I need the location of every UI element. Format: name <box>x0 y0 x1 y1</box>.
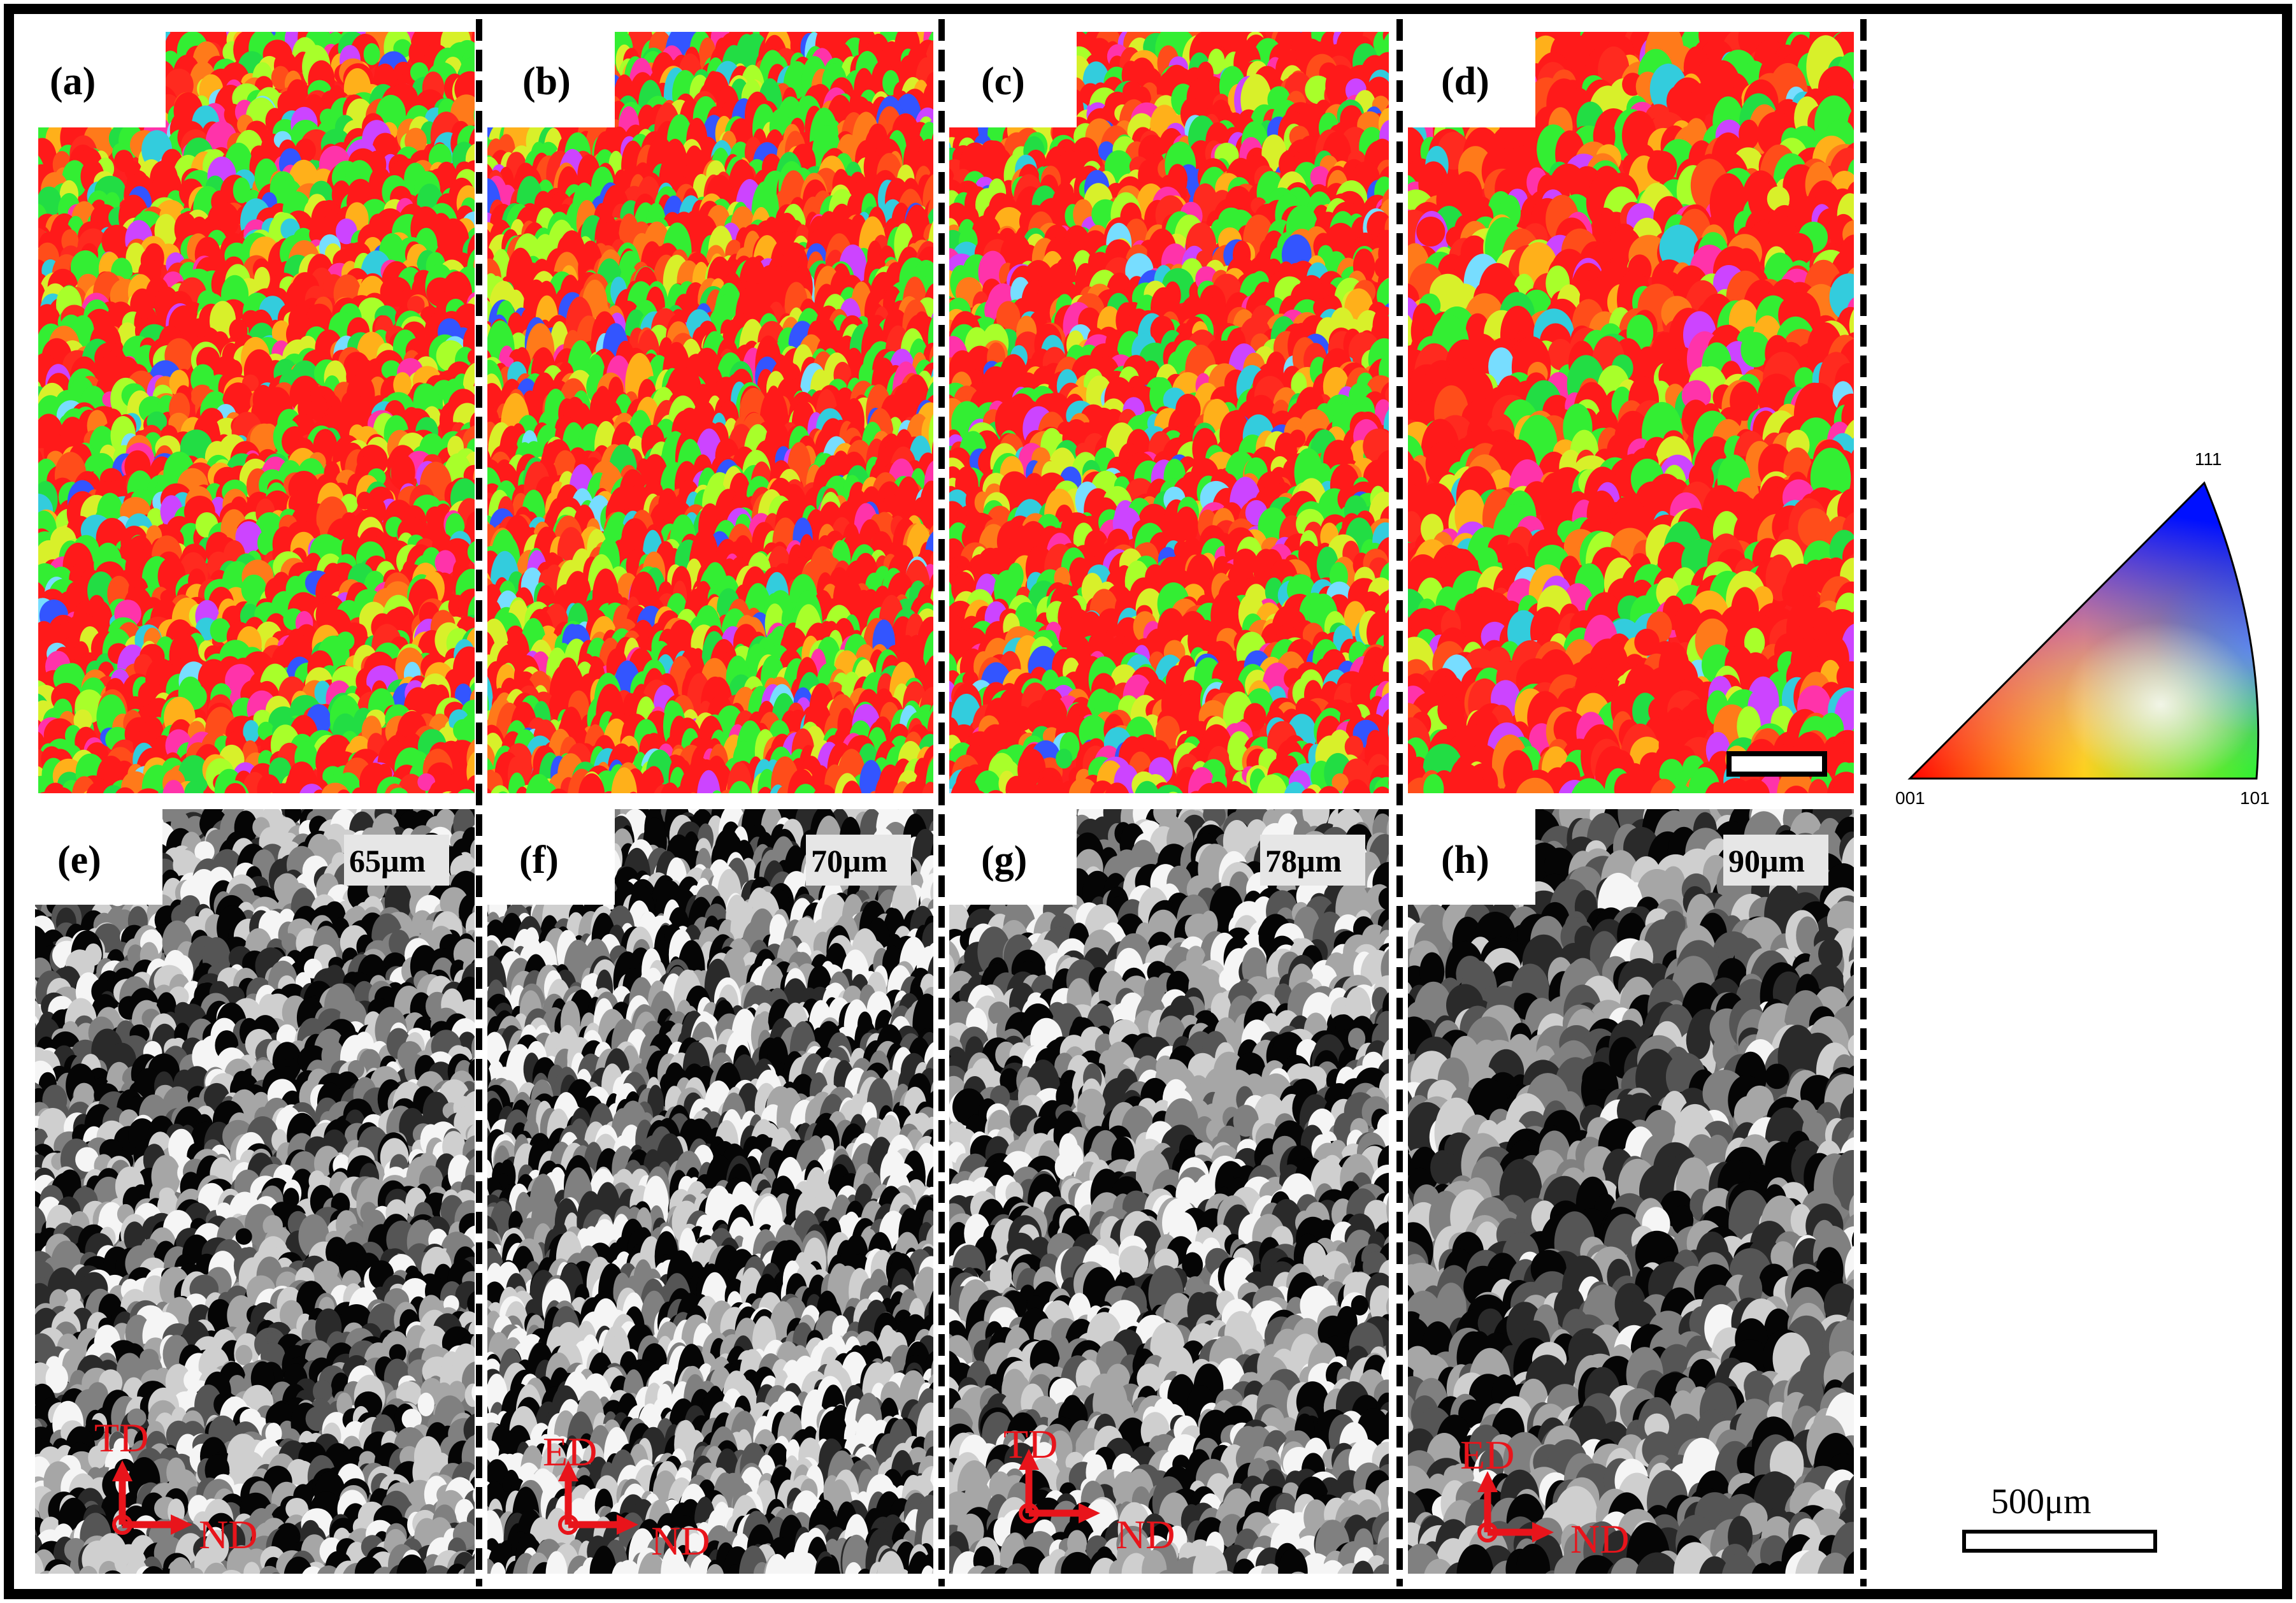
grain <box>17 596 33 611</box>
grain <box>15 345 41 378</box>
grain <box>115 787 136 808</box>
grain <box>19 100 38 119</box>
grain <box>20 636 41 661</box>
grain <box>299 784 325 814</box>
grain <box>1219 11 1236 35</box>
grain <box>351 787 366 809</box>
grain <box>10 677 37 708</box>
grain <box>19 61 35 78</box>
grain <box>538 782 558 813</box>
grain <box>466 775 485 802</box>
grain <box>11 145 34 180</box>
grain <box>15 461 32 484</box>
grain <box>21 665 40 686</box>
grain <box>13 282 36 309</box>
grain <box>20 700 39 727</box>
grain <box>389 787 408 807</box>
grain <box>11 652 32 682</box>
grain <box>72 776 96 814</box>
grain <box>174 14 192 33</box>
grain <box>16 550 40 582</box>
grain <box>12 270 38 310</box>
grain <box>254 267 270 291</box>
grain <box>14 152 37 186</box>
grain <box>364 43 380 65</box>
grain <box>24 133 39 150</box>
grain <box>20 359 39 384</box>
grain <box>11 450 33 482</box>
grain <box>18 619 38 643</box>
grain <box>11 743 33 772</box>
grain <box>20 83 40 106</box>
grain <box>358 15 374 31</box>
grain <box>11 340 36 366</box>
grain <box>14 512 36 541</box>
grain <box>21 49 38 71</box>
grain <box>427 784 451 808</box>
grain <box>20 190 39 215</box>
grain <box>1209 13 1224 32</box>
grain <box>22 155 39 183</box>
grain <box>19 311 38 333</box>
grain <box>18 195 36 222</box>
grain <box>17 565 40 593</box>
grain <box>18 726 38 754</box>
grain <box>14 389 38 424</box>
grain <box>15 474 32 500</box>
grain <box>12 22 38 48</box>
grain <box>184 781 203 806</box>
grain <box>17 422 41 449</box>
grain <box>17 323 39 357</box>
grain <box>224 783 246 807</box>
grain <box>321 783 349 810</box>
grain <box>15 727 39 762</box>
grain <box>1347 11 1363 31</box>
